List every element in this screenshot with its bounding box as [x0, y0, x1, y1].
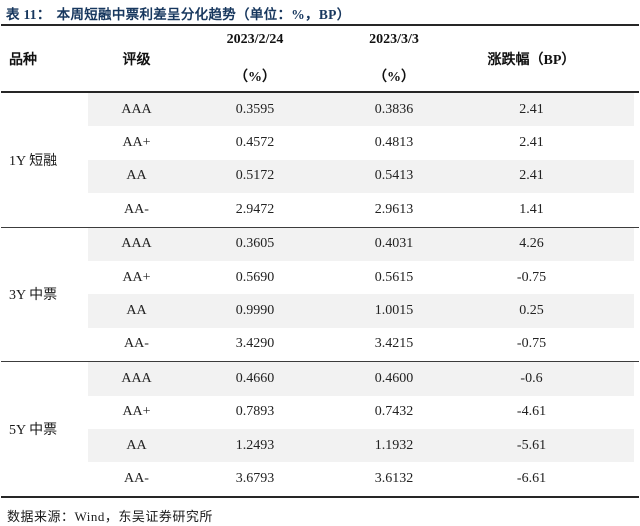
- cell-change-bp: -6.61: [516, 470, 547, 486]
- table-row: AA- 3.6793 3.6132 -6.61: [88, 462, 634, 495]
- cell-curr-spread: 0.4813: [374, 135, 414, 151]
- cell-rating: AA+: [122, 269, 151, 285]
- header-change: 涨跌幅（BP）: [487, 52, 576, 68]
- header-date2: 2023/3/3 （%）: [325, 26, 463, 91]
- cell-change-bp: 1.41: [519, 201, 544, 217]
- table-row: AAA 0.3595 0.3836 2.41: [88, 93, 634, 127]
- header-columns: 评级 2023/2/24 （%） 2023/3/3 （%） 涨跌幅（BP）: [88, 26, 634, 91]
- cell-curr-spread: 3.6132: [374, 470, 414, 486]
- table-bottom-divider: [1, 495, 639, 498]
- cell-prev-spread: 3.6793: [235, 470, 275, 486]
- group-divider: [1, 361, 639, 363]
- cell-curr-spread: 0.5615: [374, 269, 414, 285]
- header-date2-unit: （%）: [373, 70, 415, 85]
- cell-curr-spread: 3.4215: [374, 336, 414, 352]
- cell-rating: AA: [126, 303, 147, 319]
- table-row: AA+ 0.7893 0.7432 -4.61: [88, 396, 634, 429]
- header-date1: 2023/2/24 （%）: [185, 26, 325, 91]
- header-date2-value: 2023/3/3: [369, 32, 419, 47]
- cell-rating: AAA: [121, 101, 152, 117]
- cell-change-bp: -0.75: [516, 269, 547, 285]
- cell-prev-spread: 0.7893: [235, 404, 275, 420]
- cell-prev-spread: 3.4290: [235, 336, 275, 352]
- cell-rating: AA+: [122, 404, 151, 420]
- cell-prev-spread: 0.4572: [235, 135, 275, 151]
- header-divider: [1, 91, 639, 93]
- table-row: AAA 0.3605 0.4031 4.26: [88, 227, 634, 261]
- cell-change-bp: 2.41: [519, 135, 544, 151]
- cell-rating: AA: [126, 168, 147, 184]
- cell-prev-spread: 0.4660: [235, 370, 275, 386]
- table-row: AA- 3.4290 3.4215 -0.75: [88, 328, 634, 361]
- table-row: AA 0.5172 0.5413 2.41: [88, 159, 634, 194]
- group-1y-duanrong: 1Y 短融 AAA 0.3595 0.3836 2.41 AA+ 0.4572 …: [0, 93, 640, 227]
- header-date1-value: 2023/2/24: [226, 32, 284, 47]
- group-label: 3Y 中票: [9, 288, 58, 304]
- table-title: 表 11： 本周短融中票利差呈分化趋势（单位：%，BP）: [0, 0, 640, 24]
- group-label: 1Y 短融: [9, 153, 58, 169]
- cell-rating: AA+: [122, 135, 151, 151]
- cell-curr-spread: 0.3836: [374, 101, 414, 117]
- cell-curr-spread: 1.0015: [374, 303, 414, 319]
- cell-curr-spread: 2.9613: [374, 201, 414, 217]
- group-label: 5Y 中票: [9, 422, 58, 438]
- table-row: AA+ 0.4572 0.4813 2.41: [88, 126, 634, 159]
- table-row: AA 0.9990 1.0015 0.25: [88, 294, 634, 328]
- cell-prev-spread: 1.2493: [235, 437, 275, 453]
- cell-change-bp: -0.75: [516, 336, 547, 352]
- cell-curr-spread: 0.4600: [374, 370, 414, 386]
- cell-rating: AAA: [121, 236, 152, 252]
- cell-prev-spread: 0.5690: [235, 269, 275, 285]
- header-date1-unit: （%）: [234, 70, 276, 85]
- cell-change-bp: -4.61: [516, 404, 547, 420]
- cell-prev-spread: 0.3595: [235, 101, 275, 117]
- table-number-label: 表 11：: [6, 7, 51, 22]
- table-row: AA- 2.9472 2.9613 1.41: [88, 193, 634, 226]
- cell-prev-spread: 0.5172: [235, 168, 275, 184]
- cell-change-bp: -0.6: [520, 370, 543, 386]
- header-variety: 品种: [9, 52, 37, 68]
- cell-rating: AAA: [121, 370, 152, 386]
- cell-prev-spread: 0.3605: [235, 236, 275, 252]
- table-row: AA+ 0.5690 0.5615 -0.75: [88, 261, 634, 294]
- cell-rating: AA: [126, 437, 147, 453]
- cell-change-bp: 2.41: [519, 101, 544, 117]
- data-source-note: 数据来源：Wind，东吴证券研究所: [7, 508, 213, 524]
- header-rating: 评级: [122, 52, 151, 68]
- title-divider: [1, 24, 639, 26]
- cell-curr-spread: 0.4031: [374, 236, 414, 252]
- cell-change-bp: 2.41: [519, 168, 544, 184]
- cell-prev-spread: 0.9990: [235, 303, 275, 319]
- cell-curr-spread: 0.7432: [374, 404, 414, 420]
- cell-rating: AA-: [124, 201, 149, 217]
- cell-rating: AA-: [124, 470, 149, 486]
- group-5y-zhongpiao: 5Y 中票 AAA 0.4660 0.4600 -0.6 AA+ 0.7893 …: [0, 362, 640, 496]
- cell-curr-spread: 0.5413: [374, 168, 414, 184]
- table-title-text: 本周短融中票利差呈分化趋势（单位：%，BP）: [56, 7, 351, 22]
- group-divider: [1, 226, 639, 228]
- group-3y-zhongpiao: 3Y 中票 AAA 0.3605 0.4031 4.26 AA+ 0.5690 …: [0, 227, 640, 362]
- cell-curr-spread: 1.1932: [374, 437, 414, 453]
- table-row: AA 1.2493 1.1932 -5.61: [88, 428, 634, 463]
- cell-change-bp: 4.26: [519, 236, 544, 252]
- cell-prev-spread: 2.9472: [235, 201, 275, 217]
- cell-change-bp: 0.25: [519, 303, 544, 319]
- cell-rating: AA-: [124, 336, 149, 352]
- cell-change-bp: -5.61: [516, 437, 547, 453]
- table-header-row: 品种 评级 2023/2/24 （%） 2023/3/3 （%） 涨跌幅（BP）: [0, 26, 640, 91]
- table-row: AAA 0.4660 0.4600 -0.6: [88, 362, 634, 396]
